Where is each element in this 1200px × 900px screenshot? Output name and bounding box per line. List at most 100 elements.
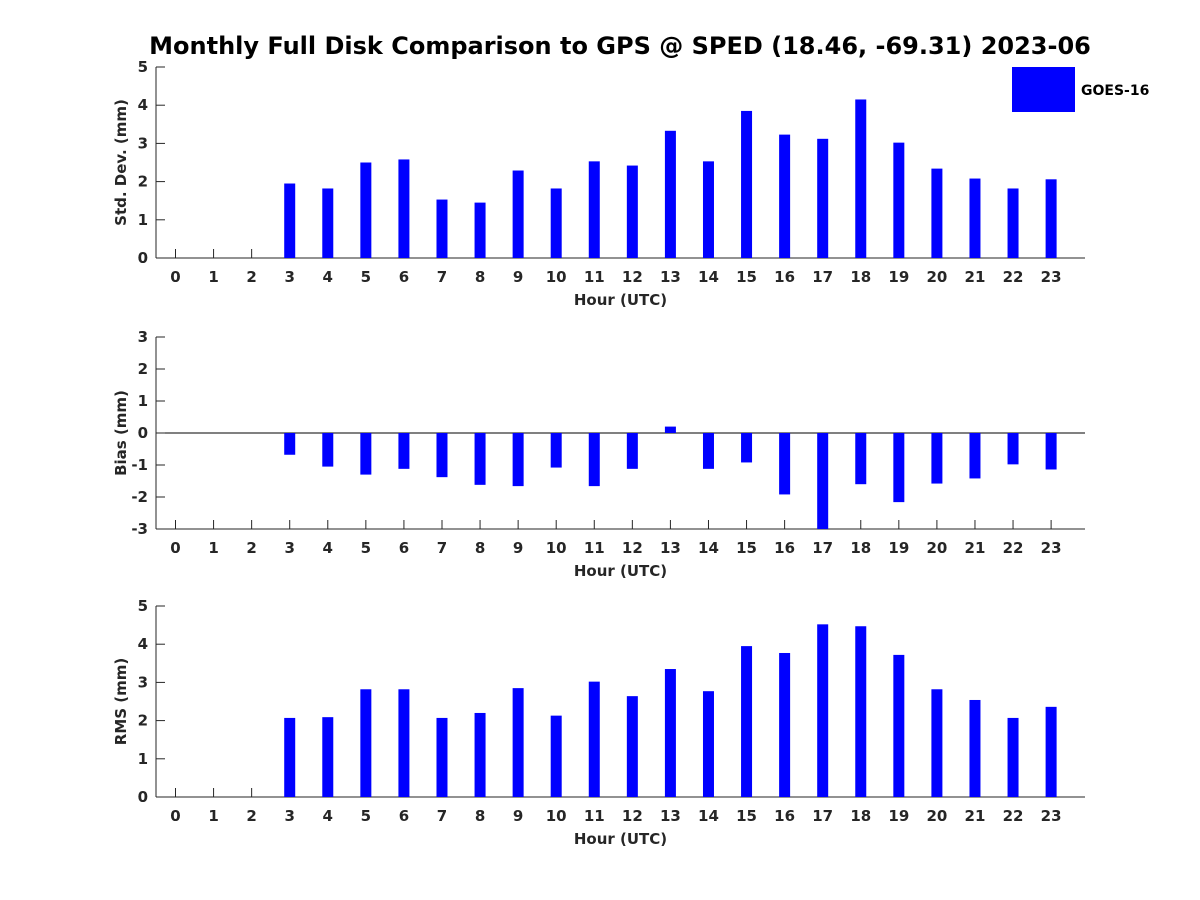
x-tick-label: 0 xyxy=(170,268,180,286)
bar-hour-4 xyxy=(322,717,334,797)
bar-hour-20 xyxy=(931,689,943,797)
y-tick-label: 4 xyxy=(138,96,148,114)
y-tick-label: 5 xyxy=(138,58,148,76)
x-tick-label: 11 xyxy=(584,539,605,557)
x-tick-label: 8 xyxy=(475,539,485,557)
x-tick-label: 2 xyxy=(246,268,256,286)
x-tick-label: 7 xyxy=(437,268,447,286)
x-tick-label: 18 xyxy=(850,807,871,825)
x-tick-label: 8 xyxy=(475,807,485,825)
x-tick-label: 3 xyxy=(284,268,294,286)
x-tick-label: 12 xyxy=(622,268,643,286)
x-tick-label: 4 xyxy=(323,807,333,825)
x-tick-label: 18 xyxy=(850,539,871,557)
bar-hour-10 xyxy=(550,188,562,258)
x-tick-label: 21 xyxy=(965,807,986,825)
bar-hour-5 xyxy=(360,433,372,475)
legend: GOES-16 xyxy=(1012,67,1149,112)
bar-hour-17 xyxy=(817,624,829,797)
bar-hour-3 xyxy=(284,717,296,797)
x-tick-label: 14 xyxy=(698,539,719,557)
bar-hour-14 xyxy=(702,433,714,469)
y-tick-label: 3 xyxy=(138,673,148,691)
bar-hour-6 xyxy=(398,689,410,797)
x-tick-label: 9 xyxy=(513,268,523,286)
bar-hour-16 xyxy=(779,433,791,495)
x-axis-label: Hour (UTC) xyxy=(574,830,667,848)
x-tick-label: 17 xyxy=(812,539,833,557)
bar-hour-8 xyxy=(474,712,486,797)
x-tick-label: 22 xyxy=(1003,268,1024,286)
x-tick-label: 13 xyxy=(660,268,681,286)
bar-hour-23 xyxy=(1045,179,1057,258)
bar-hour-21 xyxy=(969,178,981,258)
x-tick-label: 23 xyxy=(1041,268,1062,286)
y-tick-label: 0 xyxy=(138,249,148,267)
bar-hour-17 xyxy=(817,433,829,529)
bar-hour-21 xyxy=(969,699,981,797)
x-tick-label: 5 xyxy=(361,807,371,825)
x-tick-label: 12 xyxy=(622,539,643,557)
x-axis-label: Hour (UTC) xyxy=(574,291,667,309)
x-tick-label: 5 xyxy=(361,268,371,286)
bar-hour-6 xyxy=(398,159,410,258)
bar-hour-23 xyxy=(1045,706,1057,797)
y-tick-label: -1 xyxy=(131,456,148,474)
x-tick-label: 11 xyxy=(584,807,605,825)
x-tick-label: 14 xyxy=(698,268,719,286)
x-tick-label: 15 xyxy=(736,539,757,557)
bar-hour-5 xyxy=(360,162,372,258)
x-tick-label: 2 xyxy=(246,539,256,557)
x-tick-label: 4 xyxy=(323,539,333,557)
x-tick-label: 10 xyxy=(546,539,567,557)
y-tick-label: 4 xyxy=(138,635,148,653)
y-tick-label: -3 xyxy=(131,520,148,538)
y-tick-label: 2 xyxy=(138,712,148,730)
x-tick-label: 10 xyxy=(546,268,567,286)
x-tick-label: 6 xyxy=(399,539,409,557)
bar-hour-19 xyxy=(893,654,905,797)
bar-hour-23 xyxy=(1045,433,1057,470)
legend-label: GOES-16 xyxy=(1081,83,1149,99)
bar-hour-18 xyxy=(855,433,867,485)
bar-hour-11 xyxy=(588,681,600,797)
x-axis-label: Hour (UTC) xyxy=(574,562,667,580)
bar-hour-5 xyxy=(360,689,372,797)
bar-hour-13 xyxy=(664,130,676,258)
bar-hour-13 xyxy=(664,669,676,797)
bar-hour-22 xyxy=(1007,188,1019,258)
bar-hour-18 xyxy=(855,99,867,258)
y-axis-label: Bias (mm) xyxy=(112,390,130,476)
x-tick-label: 2 xyxy=(246,807,256,825)
x-tick-label: 23 xyxy=(1041,539,1062,557)
x-tick-label: 22 xyxy=(1003,807,1024,825)
bar-hour-19 xyxy=(893,433,905,503)
x-tick-label: 7 xyxy=(437,539,447,557)
x-tick-label: 19 xyxy=(888,539,909,557)
x-tick-label: 15 xyxy=(736,268,757,286)
x-tick-label: 16 xyxy=(774,807,795,825)
x-tick-label: 21 xyxy=(965,539,986,557)
x-tick-label: 5 xyxy=(361,539,371,557)
y-tick-label: 1 xyxy=(138,392,148,410)
bar-hour-22 xyxy=(1007,717,1019,797)
x-tick-label: 18 xyxy=(850,268,871,286)
bar-hour-7 xyxy=(436,717,448,797)
x-tick-label: 1 xyxy=(208,268,218,286)
x-tick-label: 6 xyxy=(399,268,409,286)
bar-hour-15 xyxy=(741,110,753,259)
x-tick-label: 23 xyxy=(1041,807,1062,825)
bar-hour-8 xyxy=(474,433,486,485)
bar-hour-10 xyxy=(550,433,562,468)
x-tick-label: 1 xyxy=(208,807,218,825)
bar-hour-21 xyxy=(969,433,981,479)
y-tick-label: 2 xyxy=(138,360,148,378)
x-tick-label: 16 xyxy=(774,539,795,557)
y-tick-label: 3 xyxy=(138,134,148,152)
x-tick-label: 9 xyxy=(513,807,523,825)
x-tick-label: 21 xyxy=(965,268,986,286)
